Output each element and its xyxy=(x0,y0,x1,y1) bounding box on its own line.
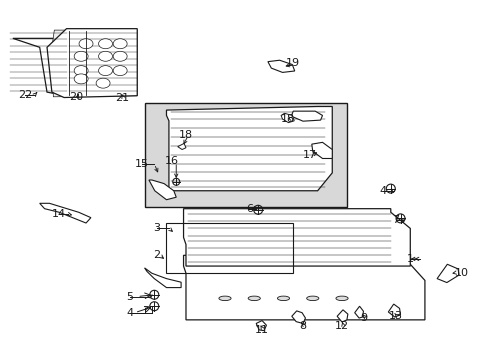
Polygon shape xyxy=(281,113,294,123)
Polygon shape xyxy=(267,60,294,72)
Ellipse shape xyxy=(99,39,112,49)
Text: 7: 7 xyxy=(391,215,398,225)
Text: 8: 8 xyxy=(299,321,306,331)
Text: 13: 13 xyxy=(388,311,402,321)
Text: 9: 9 xyxy=(360,314,367,323)
Bar xyxy=(144,103,346,207)
Text: 4: 4 xyxy=(126,308,133,318)
Text: 2: 2 xyxy=(153,250,160,260)
Ellipse shape xyxy=(113,39,127,49)
Ellipse shape xyxy=(96,78,110,88)
Text: 15: 15 xyxy=(135,159,149,169)
Text: 12: 12 xyxy=(334,321,348,330)
Text: 20: 20 xyxy=(69,92,83,102)
Ellipse shape xyxy=(219,296,231,301)
Ellipse shape xyxy=(79,39,93,49)
Polygon shape xyxy=(336,310,347,322)
Text: 18: 18 xyxy=(179,130,193,140)
Polygon shape xyxy=(149,180,176,200)
Text: 18: 18 xyxy=(281,114,295,124)
Ellipse shape xyxy=(74,66,88,76)
Text: 1: 1 xyxy=(406,254,413,264)
Polygon shape xyxy=(40,203,91,223)
Ellipse shape xyxy=(74,74,88,84)
Polygon shape xyxy=(311,142,331,158)
Polygon shape xyxy=(387,304,400,317)
Ellipse shape xyxy=(335,296,347,301)
Text: 21: 21 xyxy=(115,93,129,103)
Text: 3: 3 xyxy=(153,224,160,233)
Ellipse shape xyxy=(113,51,127,61)
Ellipse shape xyxy=(99,51,112,61)
Polygon shape xyxy=(144,268,181,288)
Polygon shape xyxy=(177,143,185,149)
Text: 17: 17 xyxy=(303,150,317,160)
Polygon shape xyxy=(436,264,458,283)
Ellipse shape xyxy=(99,66,112,76)
Polygon shape xyxy=(354,306,363,318)
Text: 10: 10 xyxy=(453,267,468,278)
Polygon shape xyxy=(183,209,409,266)
Text: 14: 14 xyxy=(52,209,66,219)
Ellipse shape xyxy=(277,296,289,301)
Text: 19: 19 xyxy=(285,58,300,68)
Text: 11: 11 xyxy=(254,325,268,335)
Polygon shape xyxy=(291,111,322,121)
Text: 5: 5 xyxy=(126,292,133,302)
Bar xyxy=(166,223,293,273)
Text: 4: 4 xyxy=(379,186,386,196)
Ellipse shape xyxy=(113,66,127,76)
Polygon shape xyxy=(166,107,331,191)
Text: 6: 6 xyxy=(245,204,252,214)
Ellipse shape xyxy=(247,296,260,301)
Polygon shape xyxy=(256,320,266,330)
Ellipse shape xyxy=(306,296,318,301)
Polygon shape xyxy=(291,311,305,323)
Polygon shape xyxy=(13,39,69,96)
Text: 16: 16 xyxy=(164,156,178,166)
Text: 22: 22 xyxy=(18,90,32,100)
Ellipse shape xyxy=(74,51,88,61)
Polygon shape xyxy=(52,30,137,97)
Polygon shape xyxy=(183,255,424,320)
Polygon shape xyxy=(47,29,137,98)
